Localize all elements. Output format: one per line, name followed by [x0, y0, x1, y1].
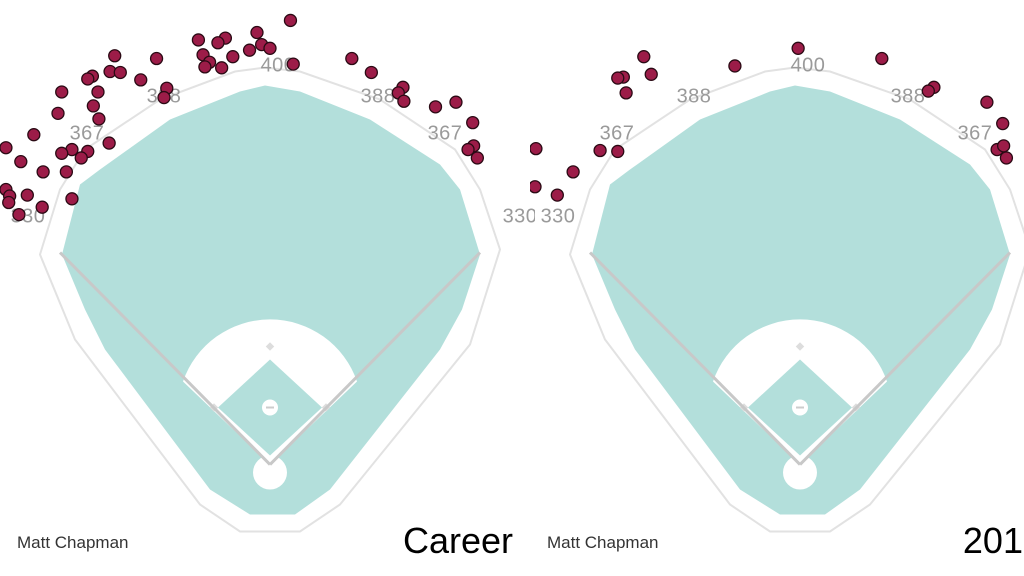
panel: 330367388400388367330 [0, 13, 538, 533]
home-run-dot [593, 143, 607, 158]
home-run-dot [242, 43, 257, 57]
home-run-dot [65, 192, 79, 206]
home-run-dot [91, 85, 105, 99]
home-run-dot [345, 51, 359, 66]
fence-distance: 367 [70, 123, 105, 145]
home-run-dot [611, 144, 625, 159]
rubber [266, 406, 274, 409]
home-run-dot [921, 84, 935, 98]
home-run-dot [157, 90, 171, 105]
home-run-dot [36, 165, 50, 179]
home-run-dot [74, 151, 88, 165]
home-run-dot [566, 165, 580, 179]
home-run-dot [59, 165, 74, 179]
field: 330367388400388367330 [541, 55, 1024, 533]
home-run-dot [619, 86, 633, 100]
home-run-dot [149, 51, 164, 66]
home-run-dot [999, 151, 1014, 165]
home-run-dot [198, 60, 212, 74]
home-run-dot [51, 106, 65, 120]
home-run-dot [449, 95, 463, 109]
foul-line [588, 251, 802, 466]
home-circle [253, 455, 287, 490]
panel: 330367388400388367330 [530, 41, 1024, 533]
home-run-dot [2, 195, 16, 210]
home-run-dot [12, 207, 26, 222]
home-run-dot [14, 155, 28, 169]
home-run-dot [996, 139, 1011, 153]
home-run-dot [530, 180, 542, 194]
home-run-dot [637, 50, 651, 64]
outfield-grass [62, 85, 480, 515]
home-run-dot [211, 36, 225, 50]
home-run-dot [108, 49, 122, 63]
player-name: Matt Chapman [547, 533, 659, 552]
home-run-dot [113, 65, 127, 80]
home-run-dot [611, 71, 625, 85]
home-circle [783, 455, 817, 490]
fence-distance: 367 [600, 123, 635, 145]
base [265, 342, 275, 351]
home-run-dot [470, 151, 485, 165]
home-run-dot [875, 51, 889, 66]
home-run-dot [980, 95, 994, 109]
home-run-dot [102, 136, 116, 150]
home-run-dot [728, 59, 742, 73]
home-run-dot [55, 146, 69, 160]
fence-distance: 330 [503, 206, 538, 228]
field: 330367388400388367330 [11, 55, 538, 533]
fence-distance: 388 [891, 86, 926, 108]
home-run-dot [214, 61, 229, 75]
fence-distance: 388 [361, 86, 396, 108]
foul-line [798, 251, 1012, 466]
home-run-dot [397, 94, 411, 108]
home-run-dot [530, 141, 543, 156]
home-run-dot [27, 128, 41, 142]
home-run-dot [81, 72, 95, 86]
home-run-dot [191, 33, 206, 47]
fence-distance: 388 [677, 86, 712, 108]
player-name: Matt Chapman [17, 533, 129, 552]
home-run-dot [226, 50, 240, 64]
fence-distance: 367 [958, 123, 993, 145]
panel-title: Career [403, 520, 513, 561]
home-run-dot [364, 65, 379, 80]
home-run-dot [35, 200, 49, 214]
home-run-dot [86, 99, 100, 113]
home-run-dot [428, 100, 443, 114]
fence-distance: 367 [428, 123, 463, 145]
foul-line [268, 251, 482, 466]
home-run-dot [461, 142, 475, 157]
home-run-dot [286, 57, 300, 71]
fence-distance: 400 [261, 55, 296, 77]
home-run-dot [263, 41, 277, 55]
home-run-dot [20, 188, 34, 202]
home-run-dot [791, 41, 805, 55]
outfield-grass [592, 85, 1010, 515]
home-run-dot [92, 112, 106, 126]
home-run-dot [55, 85, 69, 99]
home-run-dot [996, 116, 1010, 131]
home-run-dot [550, 188, 564, 202]
fence-distance: 400 [791, 55, 826, 77]
home-run-dot [0, 141, 13, 155]
home-run-dot [466, 115, 480, 130]
foul-line [58, 251, 272, 466]
home-run-dot [134, 73, 148, 87]
home-run-dot [250, 25, 264, 40]
panel-title: 2019 [963, 520, 1024, 561]
fence-distance: 330 [541, 206, 576, 228]
home-run-dot [283, 13, 298, 28]
rubber [796, 406, 804, 409]
home-run-dot [644, 67, 658, 81]
